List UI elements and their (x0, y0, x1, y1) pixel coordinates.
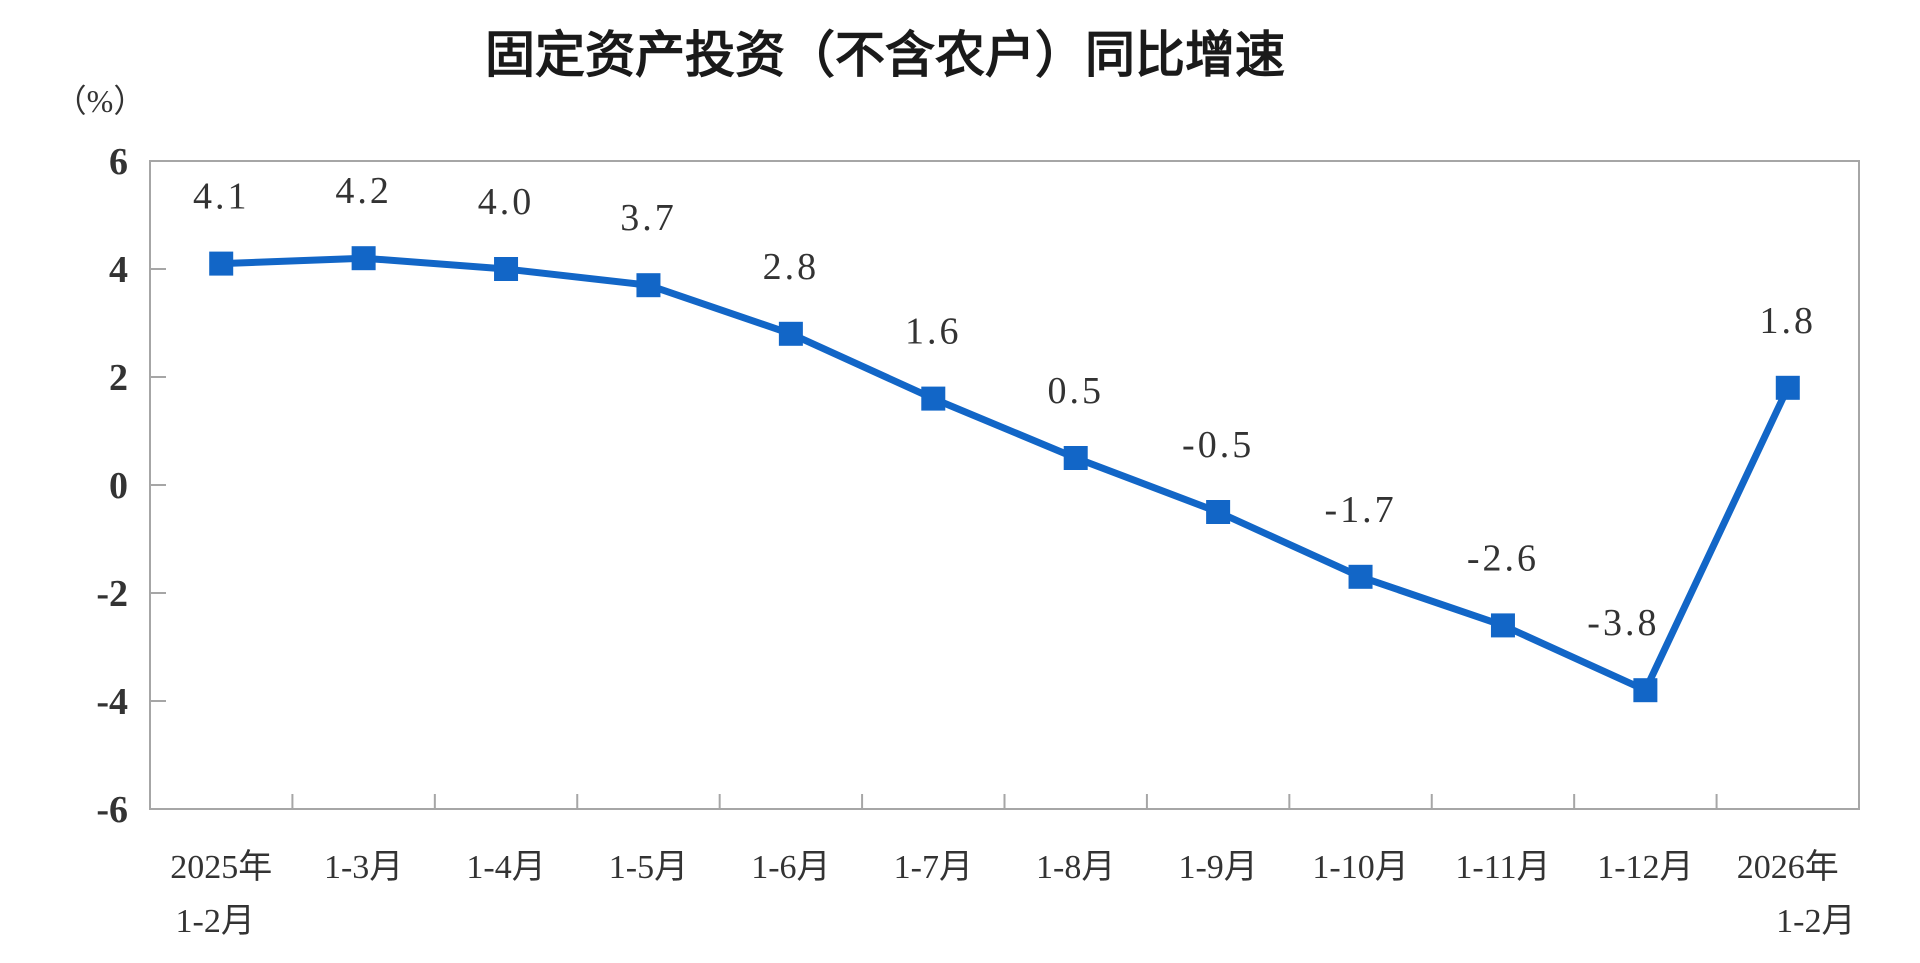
x-tick-label: 1-11月 (1455, 849, 1550, 886)
data-point-marker (1063, 446, 1088, 470)
data-point-label: 1.8 (1760, 300, 1817, 342)
x-tick-label: 1-7月 (894, 849, 973, 886)
y-tick-label: -4 (96, 681, 128, 723)
data-point-marker (494, 257, 519, 281)
data-point-marker (209, 251, 234, 276)
x-tick-label-line2: 1-2月 (176, 903, 255, 940)
data-point-marker (351, 246, 376, 271)
x-tick-label: 2025年 (170, 848, 272, 886)
data-point-marker (1490, 613, 1515, 638)
x-tick-label: 1-4月 (466, 849, 545, 886)
x-tick-label: 1-5月 (609, 849, 688, 886)
y-axis-unit-label: （%） (55, 83, 146, 119)
y-tick-label: 4 (109, 249, 128, 291)
data-point-marker (921, 386, 946, 411)
data-point-marker (1206, 500, 1231, 524)
data-point-label: 0.5 (1047, 370, 1104, 412)
data-point-label: -2.6 (1467, 537, 1539, 579)
data-point-label: 2.8 (763, 246, 820, 288)
x-tick-label: 1-12月 (1597, 849, 1693, 886)
y-tick-label: 2 (109, 357, 128, 399)
x-tick-label: 1-9月 (1178, 849, 1257, 886)
y-tick-label: -2 (96, 573, 128, 615)
data-point-label: 3.7 (620, 197, 677, 239)
data-point-marker (1775, 375, 1800, 400)
y-tick-label: 0 (109, 465, 128, 507)
data-point-marker (1633, 678, 1658, 703)
data-point-label: 4.0 (478, 181, 535, 223)
x-tick-label: 1-6月 (751, 849, 830, 886)
data-point-marker (1348, 564, 1373, 589)
chart-title: 固定资产投资（不含农户）同比增速 (485, 27, 1285, 83)
y-tick-label: -6 (96, 789, 128, 831)
data-line (217, 254, 1792, 694)
data-point-label: -0.5 (1182, 424, 1254, 466)
data-point-label: 1.6 (905, 311, 962, 353)
data-point-label: -1.7 (1324, 489, 1396, 531)
x-tick-label: 2026年 (1737, 848, 1839, 886)
x-tick-label: 1-8月 (1036, 849, 1115, 886)
x-tick-label: 1-3月 (324, 849, 403, 886)
data-point-marker (636, 273, 661, 298)
x-tick-label: 1-10月 (1312, 849, 1408, 886)
data-point-label: 4.1 (193, 176, 250, 218)
y-tick-label: 6 (109, 141, 128, 183)
data-point-label: 4.2 (335, 170, 392, 212)
x-tick-label-line2: 1-2月 (1776, 903, 1855, 940)
data-point-marker (778, 321, 803, 346)
data-point-label: -3.8 (1587, 602, 1659, 644)
